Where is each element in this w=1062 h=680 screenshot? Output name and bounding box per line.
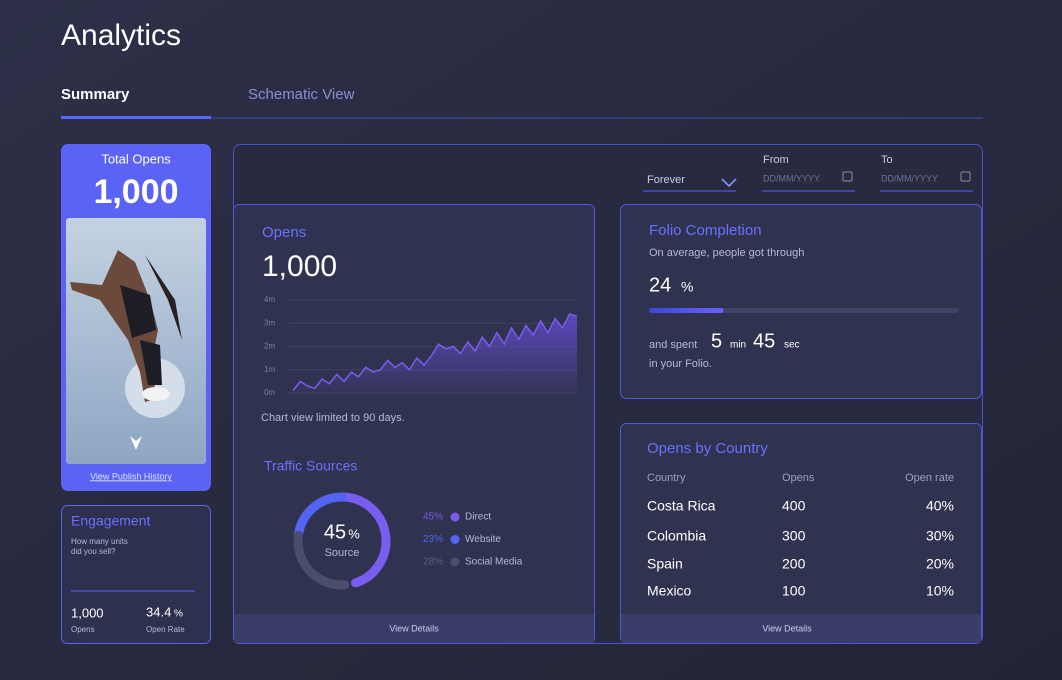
cover-figure [70,250,185,450]
y-tick-label: 2m [264,342,275,351]
stat-value: 5 [711,330,722,352]
view-details[interactable]: View Details [762,623,812,633]
date-input[interactable]: DD/MM/YYYY [763,173,820,183]
column-header: Opens [782,472,815,484]
link[interactable]: View Publish History [90,471,172,481]
donut-center-unit: % [348,526,360,541]
card-title: Opens [262,224,306,241]
y-tick-label: 1m [264,365,275,374]
legend-value: 23% [423,534,443,545]
stat-unit: % [681,279,693,295]
opens-card-footer [234,614,594,643]
donut-segment [293,492,347,540]
card-label: Total Opens [101,151,171,166]
table-cell: Colombia [647,528,706,544]
card-title: Opens by Country [647,440,768,457]
view-details[interactable]: View Details [389,623,439,633]
progress-track [649,308,959,313]
legend-label: Website [465,534,501,545]
table-cell: 10% [926,583,954,599]
stat-label: Open Rate [146,625,185,634]
column-header: Country [647,472,686,484]
legend-dot [450,535,460,544]
line [292,312,578,392]
stat-unit: % [174,609,183,620]
stat-label: Opens [71,625,95,634]
stat-value: 24 [649,274,671,296]
legend-label: Direct [465,512,491,523]
legend-value: 45% [423,512,443,523]
card-subtitle: On average, people got through [649,247,804,259]
tab[interactable]: Summary [61,86,130,103]
donut-segment [293,530,350,590]
card-question: How many units [71,537,128,546]
card-title: Traffic Sources [264,458,357,474]
active-tab-indicator [61,116,211,119]
card-value: 1,000 [262,250,337,283]
page-title: Analytics [61,19,181,52]
table-cell: Mexico [647,583,692,599]
field-label: To [881,154,893,166]
progress-bar [649,308,724,313]
table-cell: 200 [782,556,806,572]
tab[interactable]: Schematic View [248,86,355,103]
donut-center-label: Source [325,547,360,559]
column-header: Open rate [905,472,954,484]
table-cell: 400 [782,498,806,514]
y-tick-label: 4m [264,295,275,304]
stat-value: 45 [753,330,775,352]
text: and spent [649,339,697,351]
opens-card [233,204,595,644]
card-question: did you sell? [71,547,116,556]
date-input[interactable]: DD/MM/YYYY [881,173,938,183]
stat-value: 34.4 [146,604,171,619]
folio-card [620,204,982,399]
card-title: Folio Completion [649,222,762,239]
table-cell: 40% [926,498,954,514]
country-card [620,423,982,644]
filter-controls [643,171,973,192]
legend-label: Social Media [465,557,523,568]
stat-unit: min [730,340,746,351]
table-cell: 20% [926,556,954,572]
y-tick-label: 0m [264,388,275,397]
table-cell: Spain [647,556,683,572]
card-title: Engagement [71,513,151,529]
table-cell: 100 [782,583,806,599]
area [293,313,577,393]
legend-dot [450,557,460,567]
country-card-footer [621,614,981,643]
period-select[interactable]: Forever [647,174,685,186]
legend-dot [450,512,460,522]
donut-center-value: 45 [324,521,346,543]
legend-value: 28% [423,557,443,568]
y-tick-label: 3m [264,318,275,327]
text: in your Folio. [649,358,712,370]
stat-value: 1,000 [71,605,104,620]
table-cell: 30% [926,528,954,544]
field-label: From [763,154,789,166]
table-cell: Costa Rica [647,498,716,514]
chart-note: Chart view limited to 90 days. [261,412,405,424]
stat-unit: sec [784,340,800,351]
table-cell: 300 [782,528,806,544]
donut-segment [337,492,391,588]
card-value: 1,000 [93,173,178,211]
engagement-card [61,505,211,644]
